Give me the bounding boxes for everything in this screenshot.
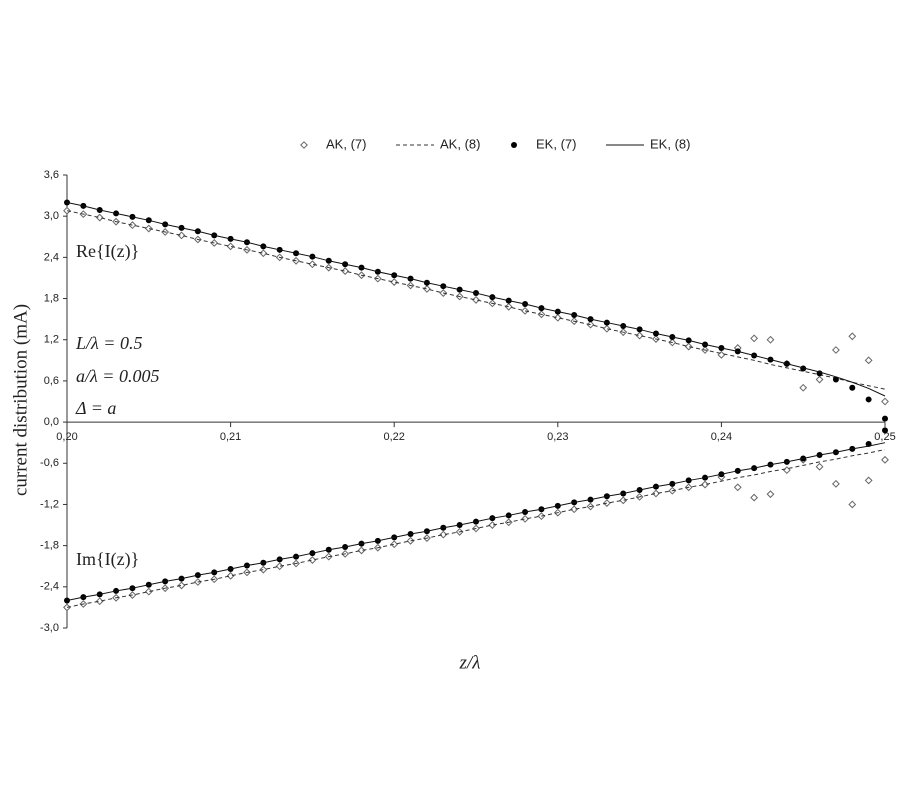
point [882,415,888,422]
point [848,500,857,509]
point [144,587,153,596]
point [602,324,611,333]
point [226,242,235,251]
point [439,530,448,539]
point [766,490,775,499]
x-tick-label: 0,22 [383,431,404,443]
point [95,597,104,606]
point [815,462,824,471]
annotation: L/λ = 0.5 [75,333,142,353]
point [652,489,660,498]
point [275,562,284,571]
point [570,505,579,514]
point [144,224,153,233]
point [521,306,529,315]
point [750,334,759,343]
point [521,514,529,523]
y-tick-label: -2,4 [40,581,59,593]
annotation: Im{I(z)} [76,549,139,570]
y-tick-label: 3,6 [44,169,59,181]
y-tick-label: -0,6 [40,457,59,469]
point [881,397,889,406]
point [882,427,888,434]
annotation: Δ = a [75,398,116,418]
x-axis-label: z/λ [459,652,481,673]
point [766,335,775,344]
point [750,493,759,502]
point [881,455,889,464]
legend-label: EK, (7) [536,136,576,151]
annotation: Re{I(z)} [76,241,139,262]
point [848,332,857,341]
legend-swatch [511,142,517,148]
series-line [66,449,886,608]
x-tick-label: 0,25 [874,431,895,443]
point [832,376,839,383]
x-tick-label: 0,24 [711,431,732,443]
point [799,383,808,392]
point [701,480,709,489]
y-tick-label: 0,6 [44,375,59,387]
legend-label: EK, (8) [650,136,690,151]
series-line [66,442,886,602]
y-tick-label: 0,0 [44,416,59,428]
point [684,342,693,351]
y-tick-label: 1,8 [44,292,59,304]
point [619,496,628,505]
x-tick-label: 0,23 [547,431,568,443]
y-tick-label: -3,0 [40,622,59,634]
point [341,267,350,275]
legend-label: AK, (7) [326,136,366,151]
point [849,384,856,391]
point [308,260,317,269]
point [733,483,742,492]
legend-swatch [300,141,308,149]
point [488,521,497,529]
point [226,571,235,580]
point [472,296,480,304]
y-tick-label: 1,2 [44,334,59,346]
point [95,213,104,222]
point [504,302,513,311]
x-tick-label: 0,20 [56,431,77,443]
y-tick-label: -1,8 [40,540,59,552]
point [815,375,824,384]
point [865,396,872,403]
y-axis-label: current distribution (mA) [10,304,31,496]
point [177,581,186,590]
y-tick-label: 2,4 [44,251,59,263]
y-tick-label: 3,0 [44,210,59,222]
series-line [66,201,886,397]
point [128,221,137,230]
point [390,540,399,549]
y-tick-label: -1,2 [40,498,59,510]
point [390,278,399,286]
point [259,249,268,258]
point [357,546,366,555]
point [832,479,840,488]
point [864,476,873,485]
annotation: a/λ = 0.005 [76,366,159,386]
point [832,346,840,354]
point [308,556,317,564]
point [553,313,562,322]
point [423,285,431,293]
point [864,356,873,365]
point [177,231,186,240]
legend-label: AK, (8) [440,136,480,151]
point [635,331,644,340]
x-tick-label: 0,21 [220,431,241,443]
